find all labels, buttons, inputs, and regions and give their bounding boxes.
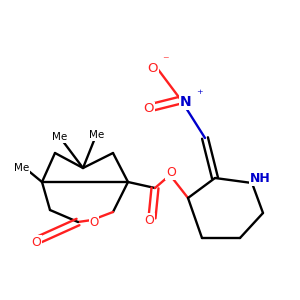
Text: ⁺: ⁺ bbox=[196, 88, 202, 100]
Text: O: O bbox=[144, 103, 154, 116]
Text: O: O bbox=[166, 167, 176, 179]
Text: O: O bbox=[148, 61, 158, 74]
Text: Me: Me bbox=[52, 132, 68, 142]
Text: Me: Me bbox=[89, 130, 105, 140]
Text: Me: Me bbox=[14, 163, 30, 173]
Text: N: N bbox=[180, 95, 192, 109]
Text: NH: NH bbox=[250, 172, 270, 185]
Text: ⁻: ⁻ bbox=[162, 55, 168, 68]
Text: O: O bbox=[89, 215, 99, 229]
Text: O: O bbox=[31, 236, 41, 248]
Text: O: O bbox=[144, 214, 154, 226]
